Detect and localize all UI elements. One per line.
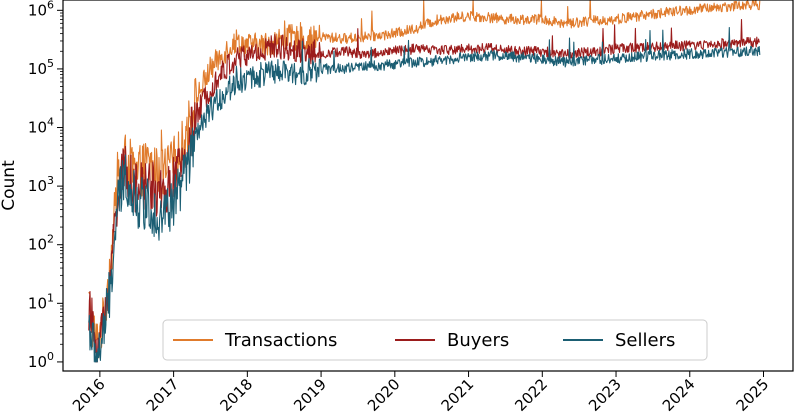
- x-tick-label: 2019: [290, 375, 330, 415]
- x-tick-label: 2021: [438, 375, 478, 415]
- series-line-buyers: [88, 18, 761, 363]
- y-tick-label: 103: [28, 174, 54, 195]
- x-tick-label: 2018: [216, 375, 256, 415]
- y-tick-label: 105: [28, 57, 54, 78]
- x-tick-label: 2020: [364, 375, 404, 415]
- x-tick-label: 2017: [143, 375, 183, 415]
- x-tick-label: 2023: [585, 375, 625, 415]
- x-axis: 2016 2017 2018 2019 2020 2021 2022 2023 2024 2025: [69, 371, 772, 415]
- series-layer: [88, 0, 761, 363]
- legend: Transactions Buyers Sellers: [162, 319, 708, 361]
- plot-frame: [62, 0, 794, 372]
- y-axis: 100 101 102 103 104 105 106: [28, 0, 63, 371]
- x-tick-label: 2025: [733, 375, 773, 415]
- y-tick-label: 101: [28, 291, 54, 312]
- y-tick-label: 102: [28, 233, 54, 254]
- legend-label-transactions: Transactions: [224, 330, 337, 351]
- series-line-sellers: [88, 26, 761, 363]
- y-axis-title: Count: [0, 160, 19, 211]
- y-tick-label: 104: [28, 116, 54, 137]
- y-tick-label: 106: [28, 0, 54, 19]
- legend-label-sellers: Sellers: [615, 330, 675, 351]
- x-tick-label: 2024: [659, 375, 699, 415]
- y-tick-label: 100: [28, 350, 54, 371]
- series-line-transactions: [88, 0, 761, 359]
- x-tick-label: 2022: [511, 375, 551, 415]
- x-tick-label: 2016: [69, 375, 109, 415]
- legend-label-buyers: Buyers: [447, 330, 509, 351]
